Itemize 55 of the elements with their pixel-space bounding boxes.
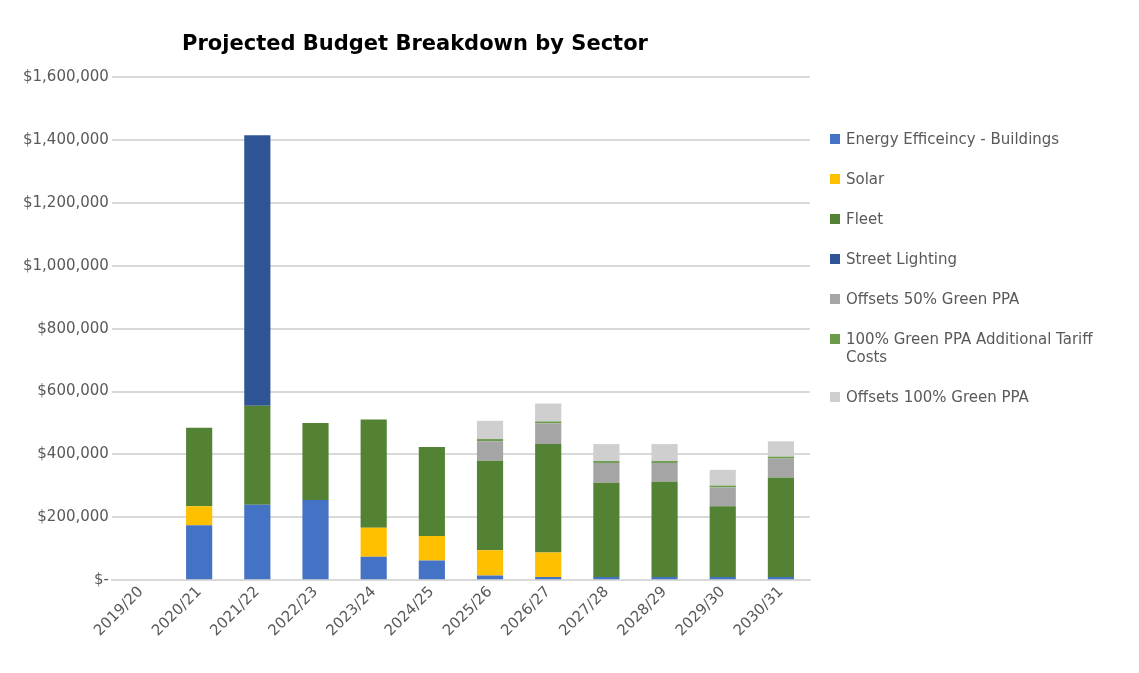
- y-tick-label: $400,000: [37, 444, 109, 463]
- y-tick-label: $800,000: [37, 318, 109, 337]
- bar: [418, 446, 445, 536]
- bar: [244, 504, 271, 580]
- bar: [476, 441, 504, 461]
- y-tick-label: $1,200,000: [22, 192, 109, 211]
- bar: [476, 439, 504, 442]
- bar: [535, 552, 562, 578]
- bar: [593, 462, 620, 483]
- legend-label: Offsets 50% Green PPA: [846, 290, 1020, 308]
- bar: [709, 506, 736, 578]
- bar: [593, 482, 620, 578]
- bar: [302, 423, 329, 501]
- bar: [476, 575, 504, 580]
- bar: [535, 403, 562, 422]
- bar: [535, 423, 562, 445]
- y-tick-label: $1,000,000: [22, 255, 109, 274]
- bar: [244, 405, 271, 505]
- bar: [186, 525, 213, 580]
- bar: [535, 444, 562, 553]
- bar: [651, 462, 678, 482]
- bar: [476, 420, 504, 440]
- bar: [593, 577, 620, 580]
- y-tick-label: $-: [93, 570, 109, 589]
- bar: [186, 506, 213, 526]
- legend-label: Street Lighting: [846, 250, 957, 268]
- legend-label: Solar: [846, 170, 885, 188]
- bar: [360, 419, 387, 528]
- legend-label: Fleet: [846, 210, 884, 228]
- bar: [360, 556, 387, 580]
- bar: [767, 477, 794, 578]
- bar: [767, 458, 794, 478]
- bar: [360, 527, 387, 557]
- bar: [709, 469, 736, 486]
- bar: [244, 135, 271, 406]
- bar: [302, 500, 329, 580]
- y-tick-label: $200,000: [37, 507, 109, 526]
- chart-title: Projected Budget Breakdown by Sector: [182, 31, 649, 56]
- bar: [535, 577, 562, 580]
- y-tick-label: $1,400,000: [22, 129, 109, 148]
- legend-label: 100% Green PPA Additional Tariff Costs: [846, 330, 1094, 366]
- bar: [476, 460, 504, 551]
- bar: [186, 427, 213, 507]
- legend-label: Energy Efficeincy - Buildings: [846, 130, 1060, 148]
- bar: [418, 535, 445, 561]
- bar: [476, 550, 504, 576]
- bar: [418, 560, 445, 580]
- legend-label: Offsets 100% Green PPA: [846, 388, 1029, 406]
- bar: [709, 487, 736, 507]
- bar: [651, 577, 678, 580]
- bar: [709, 577, 736, 580]
- bar: [767, 577, 794, 580]
- y-tick-label: $600,000: [37, 381, 109, 400]
- y-tick-label: $1,600,000: [22, 67, 109, 86]
- bar: [651, 481, 678, 578]
